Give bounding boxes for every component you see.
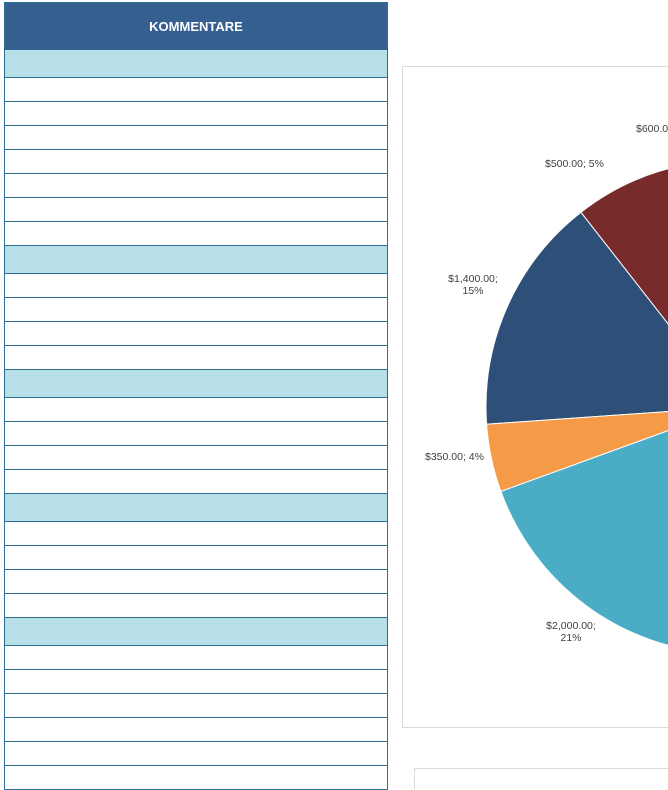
table-row[interactable]: [5, 398, 387, 422]
table-header: KOMMENTARE: [5, 3, 387, 50]
table-section-row[interactable]: [5, 370, 387, 398]
pie-chart: $600.0 $500.00; 5% $1,400.00; 15% $350.00; 4…: [425, 123, 668, 650]
table-row[interactable]: [5, 694, 387, 718]
table-row[interactable]: [5, 646, 387, 670]
table-section-row[interactable]: [5, 50, 387, 78]
table-section-row[interactable]: [5, 246, 387, 274]
table-row[interactable]: [5, 78, 387, 102]
table-row[interactable]: [5, 570, 387, 594]
table-row[interactable]: [5, 670, 387, 694]
table-row[interactable]: [5, 126, 387, 150]
pie-chart-frame[interactable]: $600.0 $500.00; 5% $1,400.00; 15% $350.00; 4…: [402, 66, 668, 728]
table-row[interactable]: [5, 174, 387, 198]
table-row[interactable]: [5, 346, 387, 370]
table-body: [5, 50, 387, 790]
pie-slice[interactable]: [500, 407, 668, 650]
table-row[interactable]: [5, 766, 387, 790]
table-row[interactable]: [5, 150, 387, 174]
table-row[interactable]: [5, 322, 387, 346]
pie-slice[interactable]: [580, 165, 668, 407]
second-chart-frame[interactable]: [414, 768, 668, 789]
table-row[interactable]: [5, 546, 387, 570]
data-label: $600.0: [636, 123, 668, 135]
table-row[interactable]: [5, 718, 387, 742]
table-row[interactable]: [5, 102, 387, 126]
data-label: $2,000.00; 21%: [546, 620, 596, 644]
data-label: $350.00; 4%: [425, 451, 484, 463]
table-row[interactable]: [5, 222, 387, 246]
table-row[interactable]: [5, 422, 387, 446]
data-label: $500.00; 5%: [545, 158, 604, 170]
table-section-row[interactable]: [5, 494, 387, 522]
table-row[interactable]: [5, 298, 387, 322]
table-row[interactable]: [5, 742, 387, 766]
table-row[interactable]: [5, 198, 387, 222]
pie-slice[interactable]: [485, 211, 668, 425]
table-row[interactable]: [5, 274, 387, 298]
comments-table: KOMMENTARE: [4, 2, 388, 790]
table-row[interactable]: [5, 594, 387, 618]
table-section-row[interactable]: [5, 618, 387, 646]
table-row[interactable]: [5, 522, 387, 546]
data-label: $1,400.00; 15%: [448, 273, 498, 297]
table-row[interactable]: [5, 470, 387, 494]
table-row[interactable]: [5, 446, 387, 470]
